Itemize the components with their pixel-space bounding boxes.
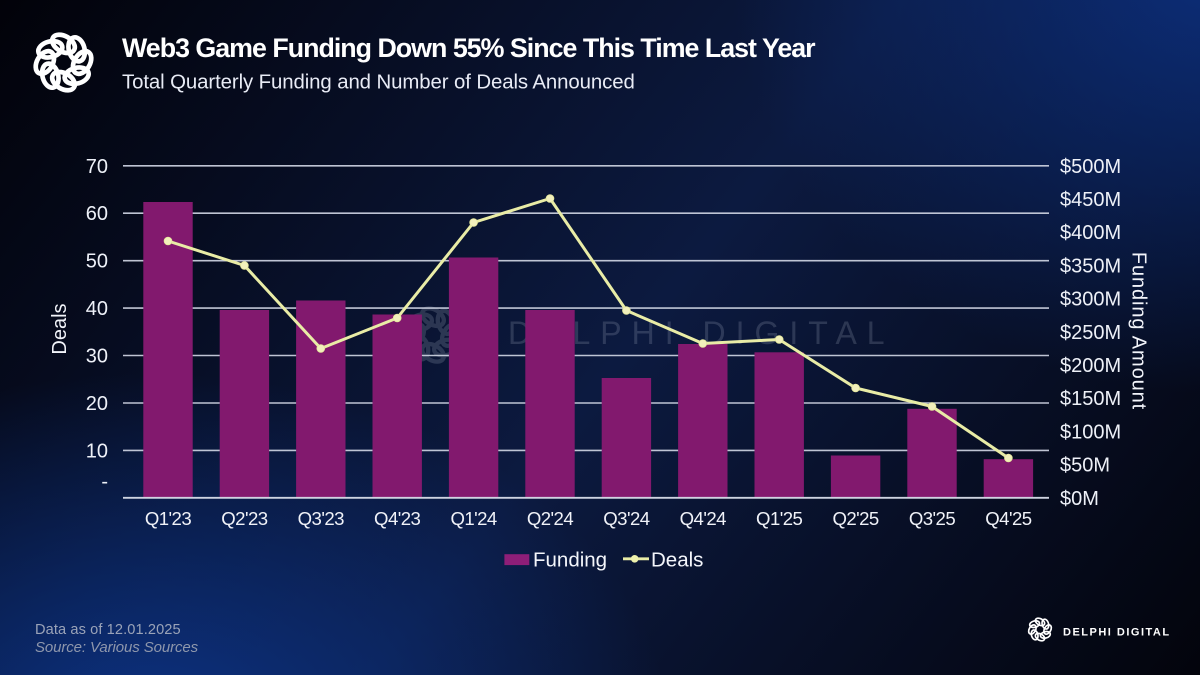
svg-text:DELPHI DIGITAL: DELPHI DIGITAL	[1063, 627, 1171, 639]
svg-text:30: 30	[86, 346, 108, 368]
svg-text:Q2'23: Q2'23	[221, 508, 267, 529]
svg-text:Q2'24: Q2'24	[527, 508, 573, 529]
svg-text:Total Quarterly Funding and Nu: Total Quarterly Funding and Number of De…	[122, 72, 635, 94]
svg-text:Deals: Deals	[651, 549, 703, 572]
svg-text:$250M: $250M	[1060, 322, 1121, 344]
svg-text:Data as of 12.01.2025: Data as of 12.01.2025	[35, 622, 181, 638]
svg-text:50: 50	[86, 251, 108, 273]
svg-text:-: -	[101, 471, 108, 493]
svg-text:Q3'25: Q3'25	[909, 508, 955, 529]
svg-text:Q2'25: Q2'25	[832, 508, 878, 529]
svg-text:20: 20	[86, 393, 108, 415]
svg-text:Q3'24: Q3'24	[603, 508, 649, 529]
svg-text:$50M: $50M	[1060, 455, 1110, 477]
svg-text:Q1'23: Q1'23	[145, 508, 191, 529]
svg-text:40: 40	[86, 298, 108, 320]
svg-text:70: 70	[86, 156, 108, 178]
svg-text:10: 10	[86, 440, 108, 462]
svg-text:$0M: $0M	[1060, 488, 1099, 510]
svg-text:$450M: $450M	[1060, 189, 1121, 211]
svg-text:Q3'23: Q3'23	[298, 508, 344, 529]
svg-text:Q4'24: Q4'24	[680, 508, 726, 529]
svg-text:$350M: $350M	[1060, 255, 1121, 277]
svg-text:$500M: $500M	[1060, 156, 1121, 178]
svg-text:$400M: $400M	[1060, 222, 1121, 244]
svg-text:$100M: $100M	[1060, 421, 1121, 443]
svg-text:$300M: $300M	[1060, 289, 1121, 311]
svg-text:Source: Various Sources: Source: Various Sources	[35, 639, 199, 656]
svg-text:Q4'23: Q4'23	[374, 508, 420, 529]
svg-text:Funding Amount: Funding Amount	[1128, 252, 1150, 410]
svg-text:Deals: Deals	[49, 303, 71, 354]
svg-text:60: 60	[86, 203, 108, 225]
svg-text:Funding: Funding	[533, 549, 607, 572]
svg-text:Q1'25: Q1'25	[756, 508, 802, 529]
svg-text:$150M: $150M	[1060, 388, 1121, 410]
svg-text:Q1'24: Q1'24	[450, 508, 496, 529]
svg-text:Web3 Game Funding Down 55% Sin: Web3 Game Funding Down 55% Since This Ti…	[122, 33, 816, 63]
svg-text:Q4'25: Q4'25	[985, 508, 1031, 529]
svg-text:$200M: $200M	[1060, 355, 1121, 377]
